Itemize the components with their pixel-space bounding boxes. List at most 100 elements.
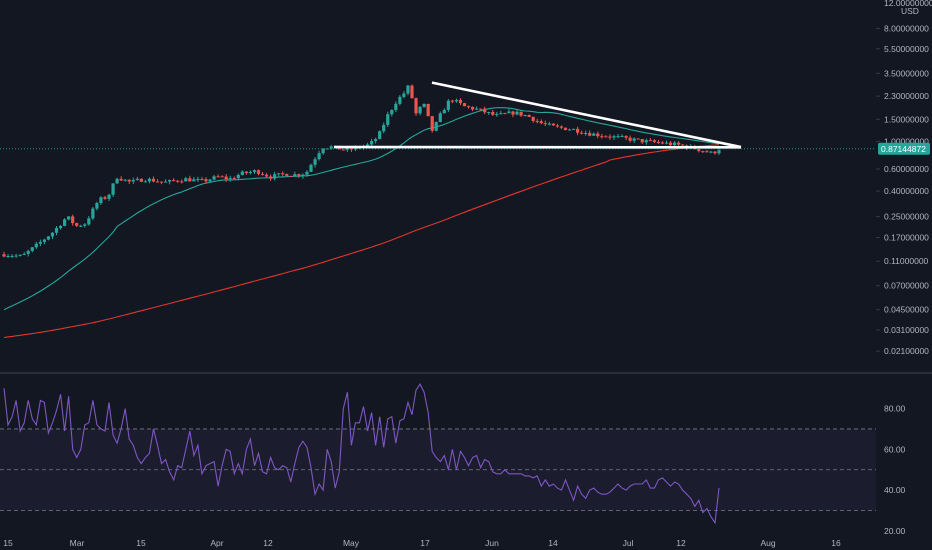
candle-body (624, 136, 628, 138)
price-tick-label: 3.50000000 (884, 68, 929, 78)
candle-body (458, 100, 463, 104)
candle-body (14, 255, 18, 257)
candle-body (438, 113, 442, 123)
current-price-tag-label: 0.87144872 (881, 144, 926, 154)
candle-body (30, 247, 34, 251)
candle-body (131, 179, 135, 182)
time-tick-label: Jul (623, 538, 634, 548)
candle-body (596, 133, 600, 137)
candle-body (600, 136, 604, 138)
candle-body (293, 174, 297, 176)
price-tick-label: 0.07000000 (884, 281, 929, 291)
trendlines[interactable] (333, 81, 742, 149)
rsi-line (3, 383, 720, 525)
candle-body (418, 106, 422, 114)
candle-body (232, 178, 236, 180)
candle-body (147, 178, 152, 182)
candle-body (196, 178, 200, 180)
candle-body (26, 250, 30, 254)
candle-body (123, 179, 127, 181)
candle-body (563, 127, 568, 131)
candle-body (660, 142, 665, 144)
candle-body (75, 223, 79, 226)
candle-body (240, 171, 244, 175)
time-axis[interactable]: 15 Mar 15 Apr 12 May 17 Jun 14 Jul 12 Aug 16 (3, 538, 841, 548)
candle-body (54, 228, 59, 233)
candle-body (705, 151, 709, 153)
price-axis[interactable]: 12.00000000 USD 8.00000000 5.50000000 3.50… (876, 0, 932, 356)
candle-body (127, 179, 131, 182)
candle-body (483, 108, 487, 113)
price-tick-label: 0.03100000 (884, 325, 929, 335)
candle-body (668, 142, 673, 146)
candle-body (527, 115, 531, 117)
candle-body (588, 132, 592, 136)
currency-label: USD (901, 6, 919, 16)
candle-body (58, 225, 63, 229)
price-axis-top-label: 12.00000000 (884, 0, 932, 8)
price-tick-label: 5.50000000 (884, 44, 929, 54)
candle-body (269, 176, 273, 179)
candle-body (664, 142, 669, 144)
candle-body (466, 106, 471, 108)
candle-body (713, 151, 717, 154)
time-tick-label: 12 (263, 538, 273, 548)
rsi-tick-label: 60.00 (884, 444, 906, 454)
candle-body (369, 140, 374, 145)
candle-body (34, 243, 38, 248)
candle-body (184, 178, 188, 182)
candle-body (341, 149, 345, 151)
candle-body (297, 174, 301, 177)
candle-body (79, 225, 83, 227)
ma-slow-line (3, 144, 720, 339)
candle-body (22, 253, 26, 255)
candle-body (511, 111, 515, 115)
candle-body (305, 171, 309, 175)
candle-body (446, 100, 450, 110)
time-tick-label: 14 (548, 538, 558, 548)
price-tick-label: 1.00000000 (884, 136, 929, 146)
candle-body (256, 170, 261, 174)
candle-body (551, 123, 555, 126)
candle-body (281, 173, 285, 175)
candle-body (329, 146, 333, 149)
candle-body (285, 173, 289, 176)
price-tick-label: 0.40000000 (884, 186, 929, 196)
candle-body (454, 100, 459, 102)
candle-body (99, 197, 103, 204)
candle-body (656, 141, 661, 143)
price-tick-label: 8.00000000 (884, 23, 929, 33)
rsi-axis[interactable]: 80.00 60.00 40.00 20.00 (884, 404, 906, 536)
candle-body (159, 181, 164, 183)
candle-body (652, 140, 656, 142)
candle-body (87, 218, 91, 225)
current-price-tag: 0.87144872 (878, 142, 930, 155)
candle-body (592, 133, 596, 136)
candle-body (475, 108, 479, 110)
candle-body (636, 138, 640, 140)
candle-body (462, 103, 467, 107)
ma-fast-line (3, 107, 720, 311)
candle-body (163, 181, 168, 183)
candle-body (628, 137, 632, 141)
candle-body (555, 125, 560, 127)
price-tick-label: 0.60000000 (884, 164, 929, 174)
candle-body (345, 148, 349, 150)
candle-body (111, 183, 115, 195)
candle-body (559, 126, 564, 128)
price-tick-label: 1.50000000 (884, 114, 929, 124)
candle-body (531, 116, 535, 121)
candle-body (95, 203, 99, 209)
candle-body (547, 123, 551, 125)
candle-body (709, 151, 713, 153)
candle-body (228, 178, 232, 180)
candle-body (103, 197, 107, 199)
candle-body (640, 138, 644, 143)
candle-body (390, 109, 394, 115)
candle-body (212, 176, 216, 180)
candle-body (616, 136, 620, 138)
descending-resistance-line[interactable] (431, 81, 742, 149)
current-price-tag-bg (878, 142, 930, 155)
